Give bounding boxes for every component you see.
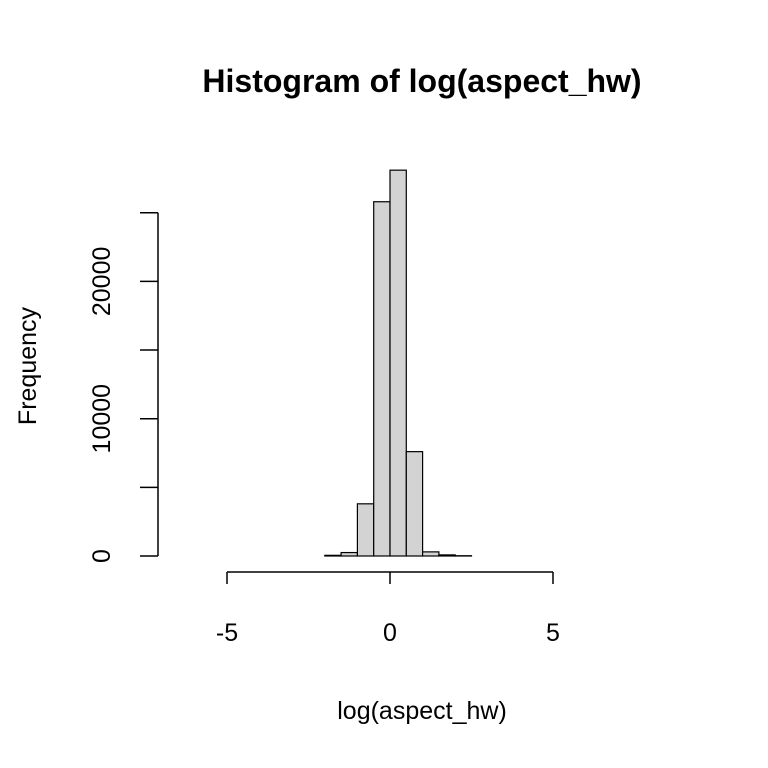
histogram-bars — [324, 169, 473, 557]
x-axis-ticks: -5 0 5 — [216, 572, 560, 647]
histogram-bar-11 — [356, 503, 375, 557]
histogram-bar-10 — [340, 551, 359, 557]
y-tick-label: 10000 — [88, 384, 116, 454]
histogram-bar-13 — [389, 169, 407, 557]
histogram-bar-9 — [324, 554, 342, 557]
x-axis-label: log(aspect_hw) — [337, 697, 507, 725]
y-tick-label: 20000 — [88, 247, 116, 317]
y-axis-ticks: 0 10000 20000 — [88, 211, 158, 563]
x-tick-label: 5 — [546, 619, 560, 647]
histogram-bar-12 — [373, 201, 391, 557]
histogram-bar-15 — [422, 551, 440, 557]
chart-title: Histogram of log(aspect_hw) — [202, 63, 641, 99]
histogram-bar-14 — [405, 451, 424, 557]
y-tick-label: 0 — [88, 549, 116, 563]
x-tick-label: -5 — [216, 619, 238, 647]
x-tick-label: 0 — [383, 619, 397, 647]
histogram-bar-16 — [438, 554, 456, 557]
y-axis-label: Frequency — [14, 306, 42, 425]
